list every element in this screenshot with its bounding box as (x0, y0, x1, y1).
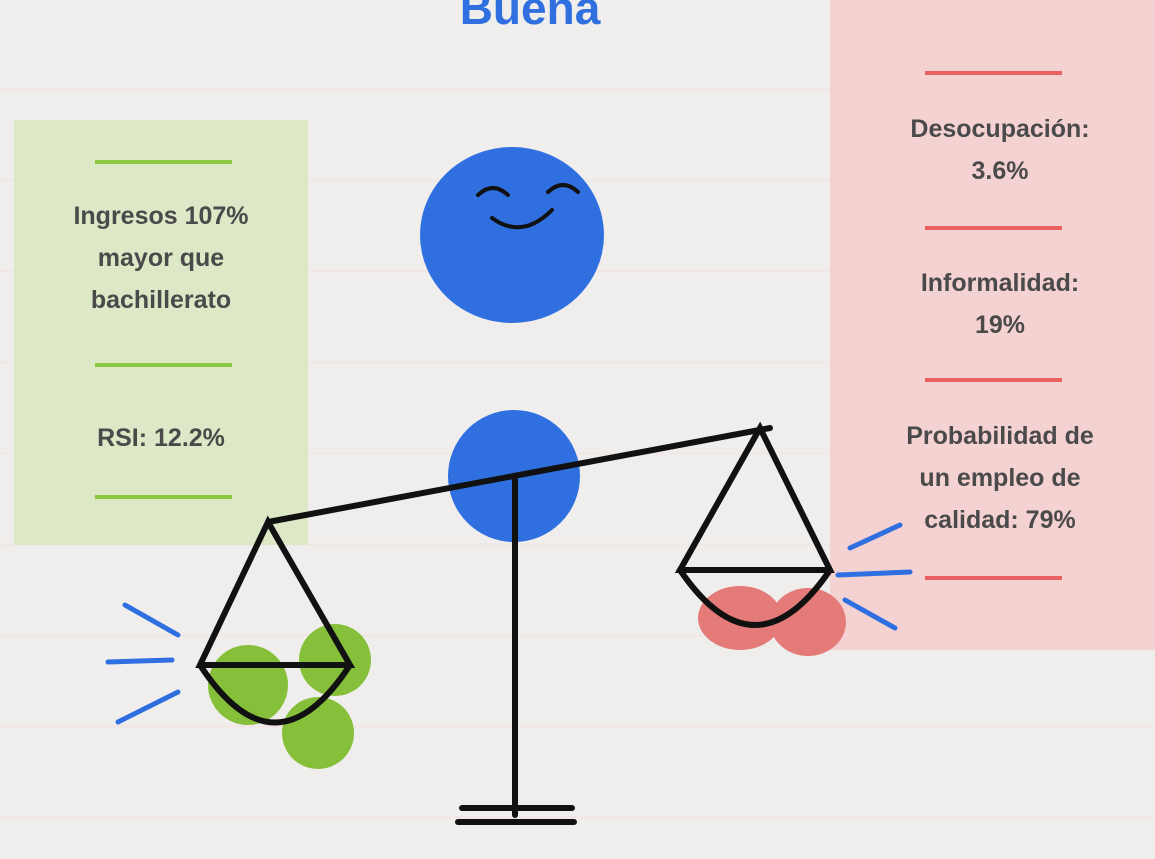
left-panel (14, 120, 308, 545)
item-text: calidad: 79% (924, 506, 1075, 534)
title: Buena (460, 0, 601, 34)
item-text: Ingresos 107% (73, 202, 248, 230)
right-panel (830, 0, 1155, 650)
item-text: Probabilidad de (906, 422, 1094, 450)
item-text: bachillerato (91, 286, 231, 314)
item-text: RSI: 12.2% (97, 424, 225, 452)
item-text: Informalidad: (921, 269, 1079, 297)
item-text: Desocupación: (910, 115, 1089, 143)
item-text: un empleo de (919, 464, 1080, 492)
item-text: 3.6% (972, 157, 1029, 185)
scale (105, 147, 913, 825)
item-text: mayor que (98, 244, 225, 272)
item-text: 19% (975, 311, 1025, 339)
